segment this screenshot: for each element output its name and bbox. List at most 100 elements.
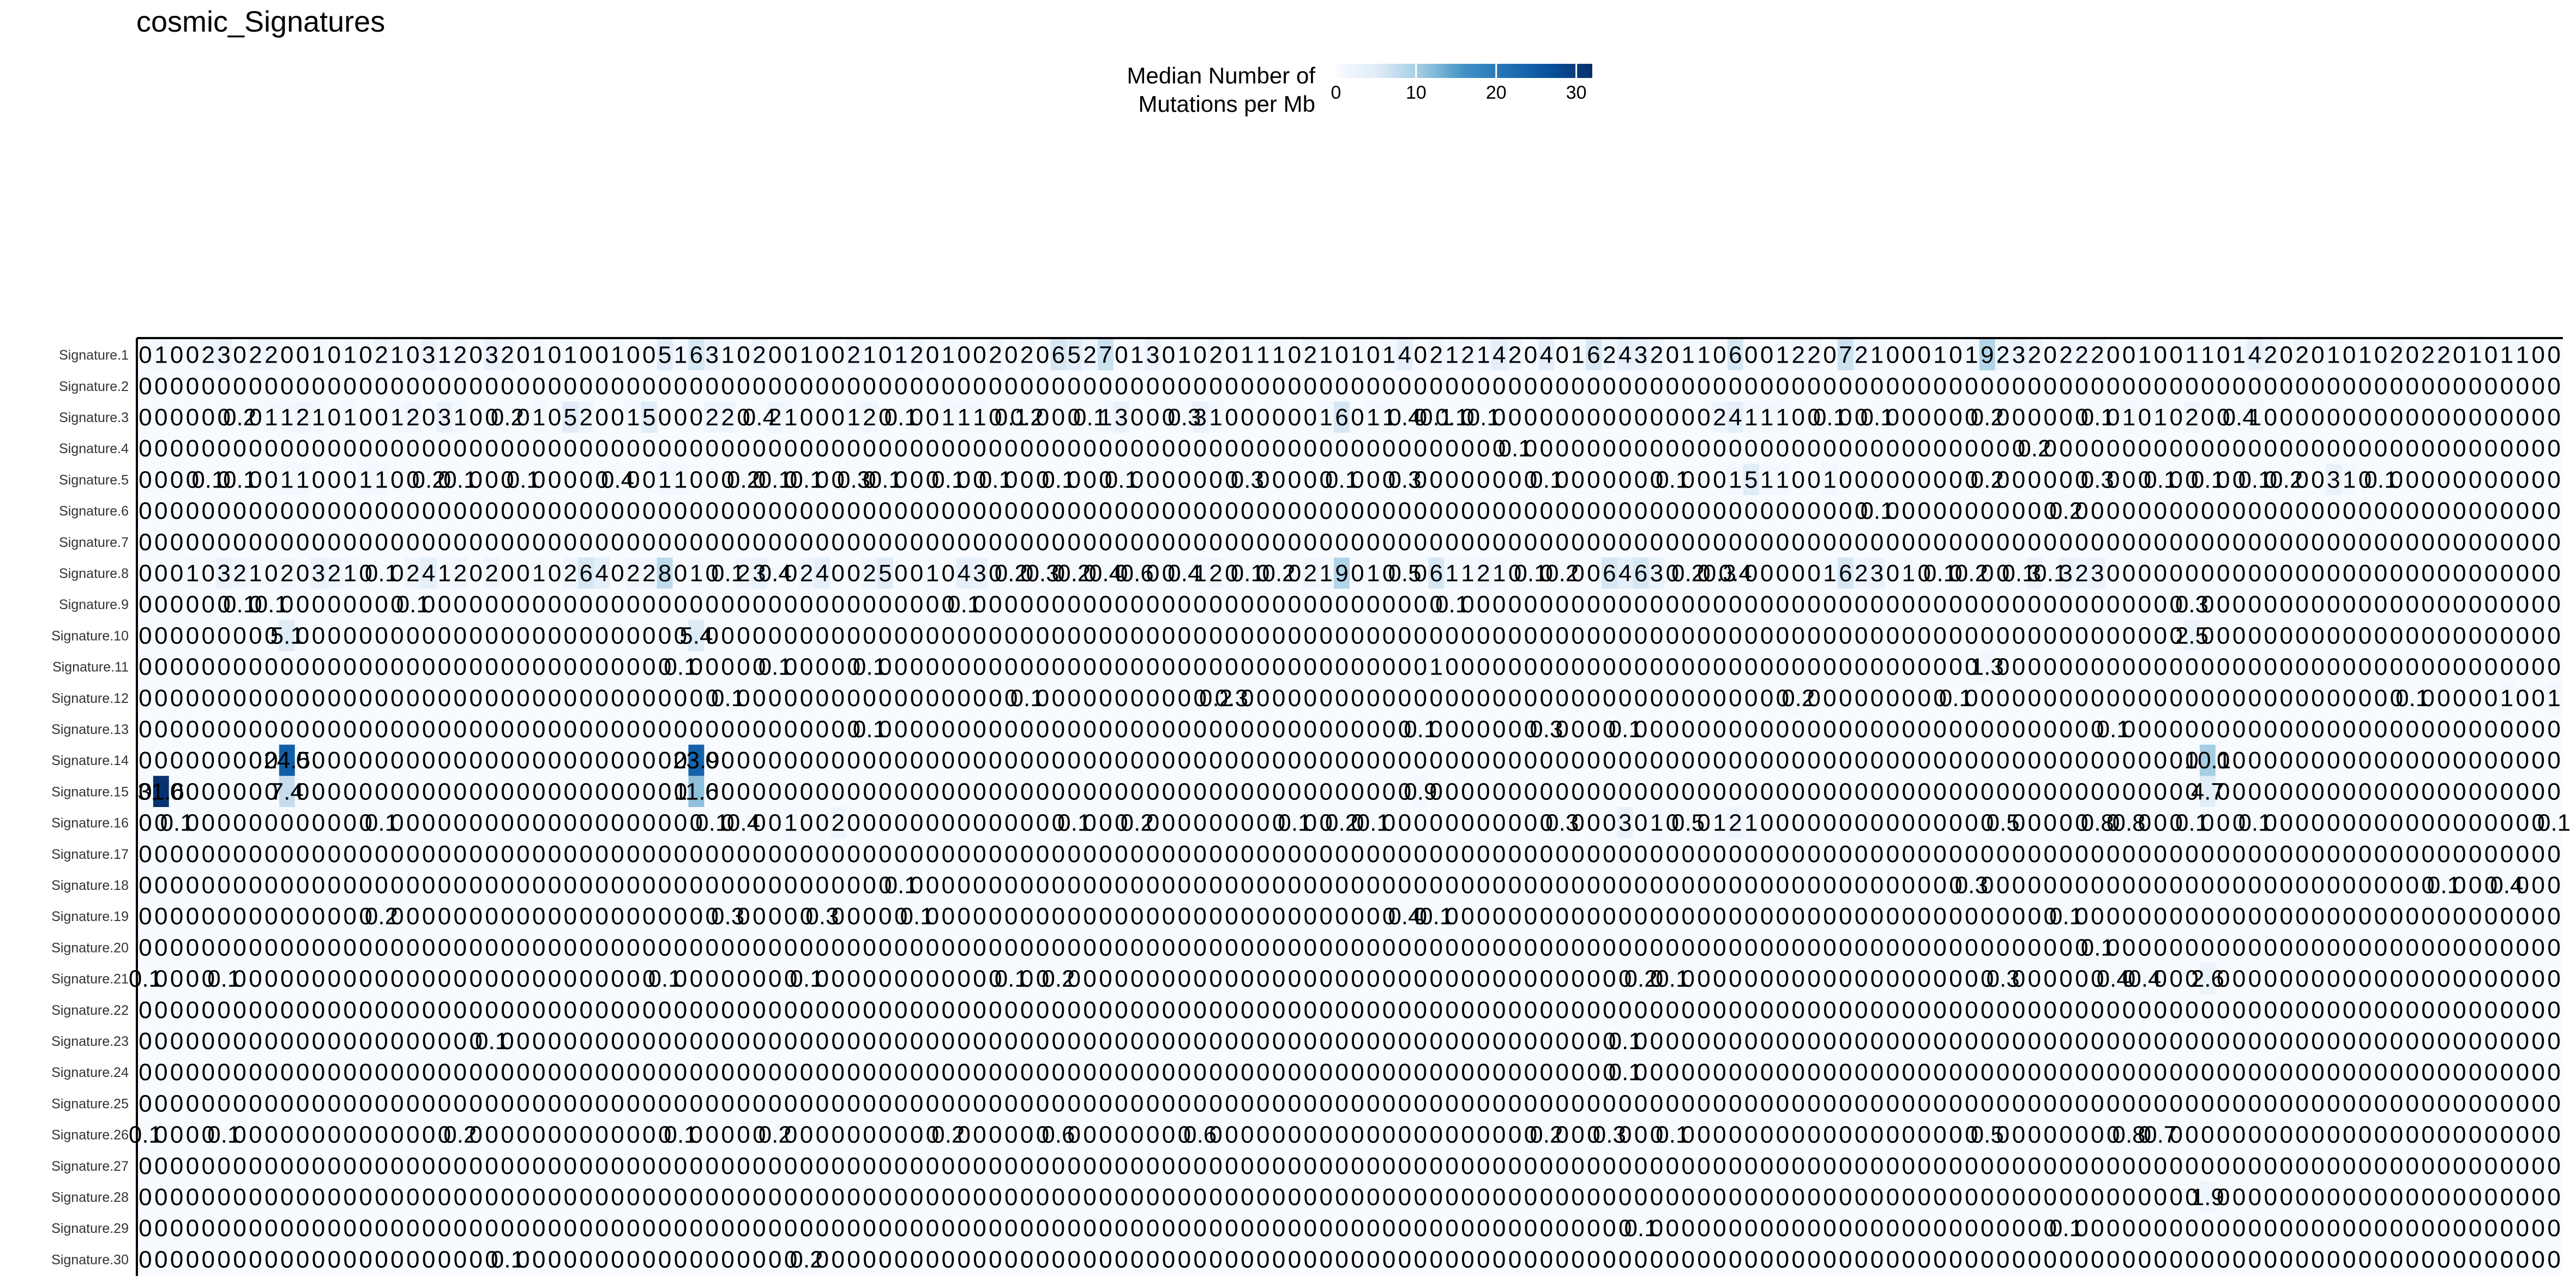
- cell-value-label: 0: [2106, 342, 2120, 369]
- cell-value-label: 0: [170, 373, 183, 400]
- cell-value-label: 0: [2043, 342, 2056, 369]
- cell-value-label: 2: [249, 342, 262, 369]
- heatmap-cell: [389, 339, 406, 371]
- cell-value-label: 0: [973, 373, 986, 400]
- cell-value-label: 1: [1319, 342, 1332, 369]
- heatmap-cell: [1664, 339, 1681, 371]
- heatmap-cell: [200, 339, 216, 371]
- cell-value-label: 0: [564, 373, 577, 400]
- cell-value-label: 0: [2248, 373, 2261, 400]
- cell-value-label: 0: [2469, 373, 2482, 400]
- cell-value-label: 0: [1886, 373, 1899, 400]
- cell-value-label: 0: [1477, 373, 1490, 400]
- cell-value-label: 0: [1225, 373, 1238, 400]
- cell-value-label: 0: [1367, 373, 1380, 400]
- cell-value-label: 3: [1146, 342, 1159, 369]
- cell-value-label: 2: [264, 342, 278, 369]
- cell-value-label: 1: [863, 342, 876, 369]
- heatmap-cell: [358, 339, 374, 371]
- heatmap-cell: [1617, 339, 1634, 371]
- heatmap-cell: [342, 339, 358, 371]
- cell-value-label: 2: [1430, 342, 1443, 369]
- heatmap-cell: [1318, 339, 1334, 371]
- row-label: Signature.8: [59, 566, 129, 581]
- cell-value-label: 2: [2059, 342, 2072, 369]
- cell-value-label: 0: [202, 373, 215, 400]
- row-label: Signature.21: [51, 972, 129, 987]
- cell-value-label: 0: [2028, 373, 2041, 400]
- cell-value-label: 0: [1162, 373, 1175, 400]
- cell-value-label: 2: [1792, 342, 1805, 369]
- cell-value-label: 2: [375, 342, 388, 369]
- cell-value-label: 0: [1556, 342, 1569, 369]
- heatmap-cell: [452, 339, 468, 371]
- heatmap-cell: [1176, 339, 1193, 371]
- cell-value-label: 0: [2405, 373, 2418, 400]
- heatmap-cell: [1570, 339, 1586, 371]
- cell-value-label: 1: [1130, 342, 1143, 369]
- cell-value-label: 0: [1398, 373, 1411, 400]
- cell-value-label: 0: [532, 373, 545, 400]
- cell-value-label: 0: [1996, 373, 2009, 400]
- heatmap-cell: [1334, 339, 1350, 371]
- cell-value-label: 0: [406, 342, 419, 369]
- cell-value-label: 0: [674, 373, 687, 400]
- cell-value-label: 1: [344, 342, 357, 369]
- cell-value-label: 0: [328, 373, 341, 400]
- heatmap-cell: [1286, 339, 1303, 371]
- cell-value-label: 0: [1918, 373, 1931, 400]
- row-label: Signature.30: [51, 1252, 129, 1267]
- cell-value-label: 0: [2075, 373, 2088, 400]
- cell-value-label: 0: [469, 373, 482, 400]
- heatmap-cell: [1680, 339, 1696, 371]
- cell-value-label: 0: [1178, 373, 1191, 400]
- cell-value-label: 0: [1414, 373, 1427, 400]
- cell-value-label: 0: [296, 342, 309, 369]
- cell-value-label: 0: [816, 342, 829, 369]
- cell-value-label: 3: [706, 342, 719, 369]
- cell-value-label: 1: [721, 342, 734, 369]
- cell-value-label: 0: [1241, 373, 1254, 400]
- cell-value-label: 0: [2531, 373, 2544, 400]
- cell-value-label: 0: [847, 373, 860, 400]
- cell-value-label: 0: [2169, 373, 2182, 400]
- row-label: Signature.13: [51, 722, 129, 737]
- heatmap-cell: [1837, 339, 1854, 371]
- heatmap-cell: [987, 339, 1004, 371]
- cell-value-label: 0: [1130, 373, 1143, 400]
- cell-value-label: 0: [2358, 373, 2372, 400]
- cell-value-label: 1: [1351, 342, 1364, 369]
- cell-value-label: 1: [1681, 342, 1694, 369]
- cell-value-label: 0: [1587, 373, 1600, 400]
- heatmap-cell: [657, 339, 673, 371]
- heatmap-cell: [1507, 339, 1524, 371]
- cell-value-label: 0: [1004, 342, 1018, 369]
- heatmap-cell: [1066, 339, 1082, 371]
- cell-value-label: 2: [2437, 342, 2450, 369]
- row-label: Signature.2: [59, 379, 129, 394]
- cell-value-label: 0: [1036, 342, 1049, 369]
- cell-value-label: 1: [2500, 342, 2513, 369]
- cell-value-label: 0: [611, 373, 624, 400]
- cell-value-label: 6: [690, 342, 703, 369]
- cell-value-label: 0: [863, 373, 876, 400]
- cell-value-label: 0: [627, 373, 640, 400]
- cell-value-label: 2: [202, 342, 215, 369]
- cell-value-label: 1: [1870, 342, 1883, 369]
- cell-value-label: 0: [831, 342, 844, 369]
- cell-value-label: 0: [2012, 373, 2025, 400]
- cell-value-label: 2: [1461, 342, 1474, 369]
- cell-value-label: 0: [2311, 373, 2324, 400]
- row-label: Signature.9: [59, 597, 129, 612]
- heatmap-cells: [137, 339, 2562, 1275]
- heatmap-cell: [2074, 339, 2090, 371]
- cell-value-label: 0: [2122, 373, 2135, 400]
- heatmap-cell: [1208, 339, 1224, 371]
- cell-value-label: 0: [1744, 342, 1758, 369]
- heatmap-cell: [1853, 339, 1870, 371]
- cell-value-label: 0: [926, 342, 939, 369]
- cell-value-label: 1: [564, 342, 577, 369]
- heatmap-cell: [137, 339, 154, 371]
- row-label: Signature.15: [51, 784, 129, 799]
- cell-value-label: 0: [1902, 373, 1915, 400]
